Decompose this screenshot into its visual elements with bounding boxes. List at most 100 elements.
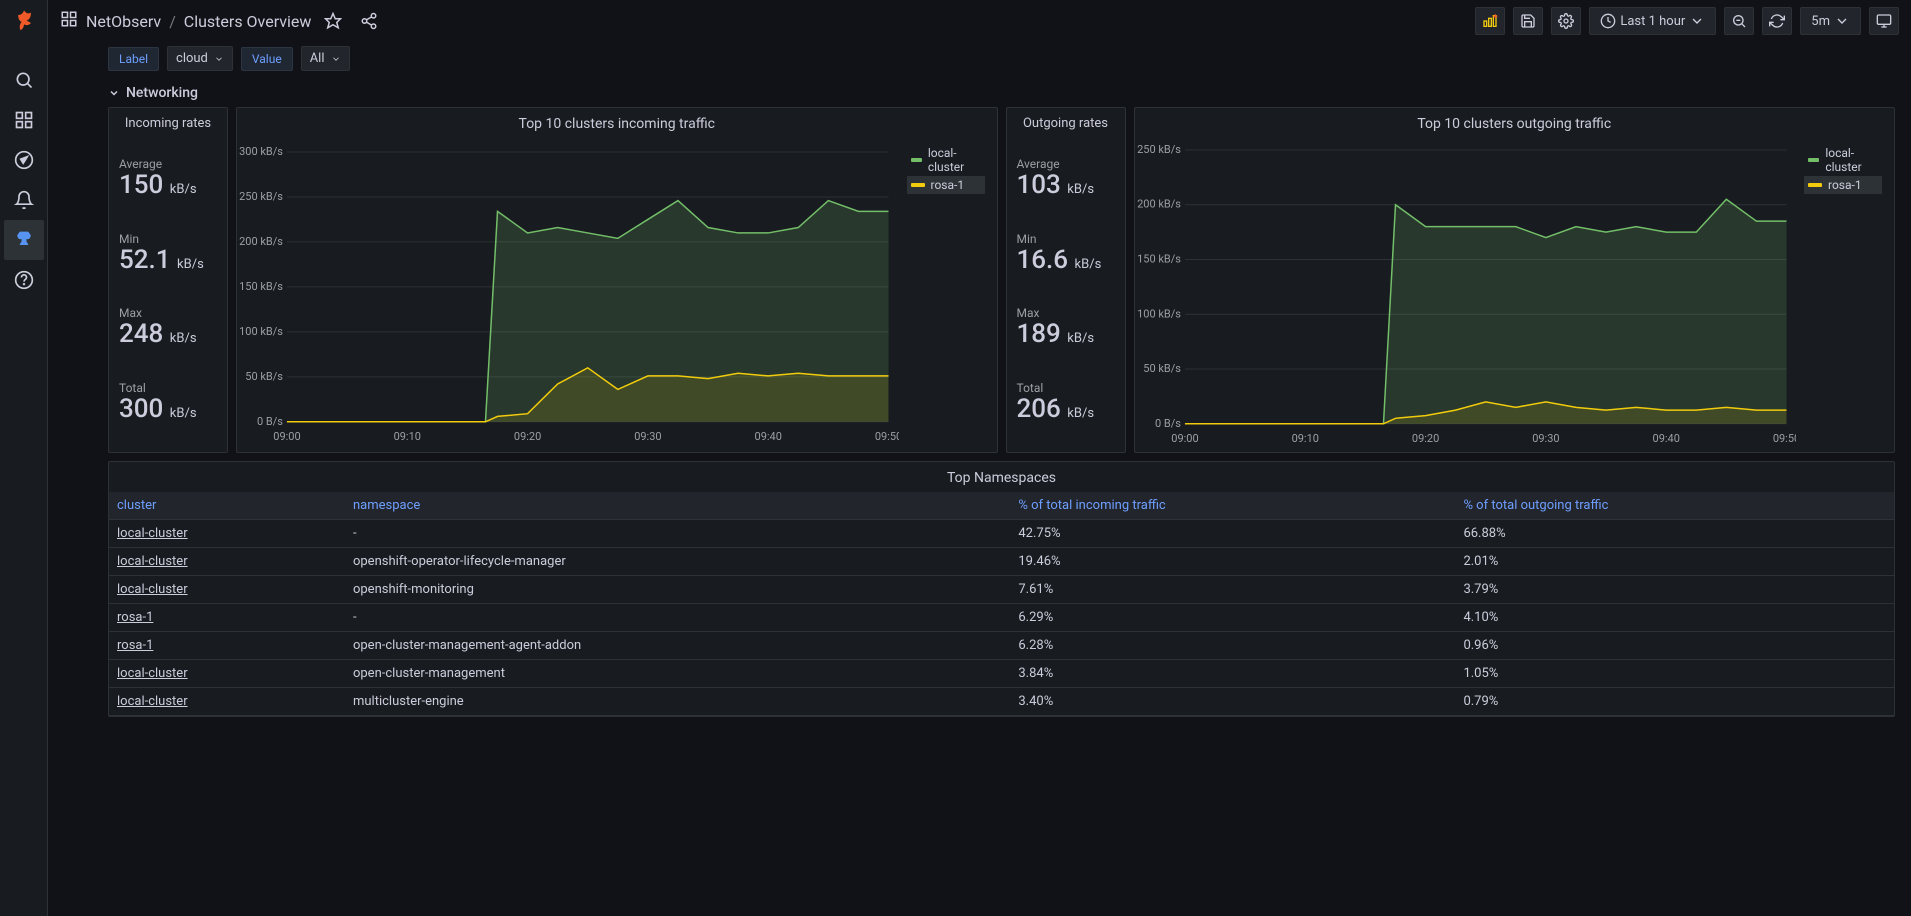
tv-mode-button[interactable]	[1869, 7, 1899, 35]
table-header[interactable]: % of total outgoing traffic	[1455, 492, 1894, 520]
cluster-link[interactable]: local-cluster	[117, 526, 188, 541]
svg-text:0 B/s: 0 B/s	[1155, 417, 1181, 430]
panel-title: Top Namespaces	[109, 462, 1894, 492]
legend-item[interactable]: local-cluster	[1804, 144, 1882, 176]
svg-text:250 kB/s: 250 kB/s	[239, 190, 283, 203]
svg-text:09:40: 09:40	[1652, 432, 1679, 445]
refresh-interval-label: 5m	[1811, 14, 1830, 29]
svg-text:09:10: 09:10	[1291, 432, 1318, 445]
svg-text:200 kB/s: 200 kB/s	[1137, 198, 1181, 211]
breadcrumb-title: Clusters Overview	[184, 12, 312, 31]
svg-text:200 kB/s: 200 kB/s	[239, 235, 283, 248]
cluster-link[interactable]: local-cluster	[117, 582, 188, 597]
svg-text:09:10: 09:10	[394, 430, 421, 443]
svg-text:150 kB/s: 150 kB/s	[239, 280, 283, 293]
share-button[interactable]	[355, 7, 383, 35]
row-header-networking[interactable]: Networking	[108, 79, 1895, 107]
panel-title: Incoming rates	[109, 108, 227, 135]
favorite-button[interactable]	[319, 7, 347, 35]
topbar: NetObserv / Clusters Overview L	[48, 0, 1911, 42]
cluster-link[interactable]: local-cluster	[117, 554, 188, 569]
stat-item: Min52.1 kB/s	[119, 232, 217, 275]
panel-title: Top 10 clusters incoming traffic	[237, 108, 997, 136]
stat-item: Max189 kB/s	[1017, 306, 1115, 349]
table-row: rosa-1-6.29%4.10%	[109, 603, 1894, 631]
refresh-button[interactable]	[1762, 7, 1792, 35]
panel-incoming-stats: Incoming rates Average150 kB/s Min52.1 kB…	[108, 107, 228, 453]
zoom-out-button[interactable]	[1724, 7, 1754, 35]
svg-text:09:20: 09:20	[1411, 432, 1438, 445]
stats-body: Average150 kB/s Min52.1 kB/s Max248 kB/s To…	[109, 135, 227, 452]
legend-item[interactable]: rosa-1	[907, 176, 985, 194]
var-value-label: Value	[241, 47, 293, 71]
breadcrumb-folder[interactable]: NetObserv	[86, 12, 161, 31]
save-button[interactable]	[1513, 7, 1543, 35]
svg-text:100 kB/s: 100 kB/s	[1137, 307, 1181, 320]
dashboard-list-icon[interactable]	[60, 10, 78, 32]
stat-item: Average103 kB/s	[1017, 157, 1115, 200]
table-row: local-clusteropenshift-monitoring7.61%3.…	[109, 575, 1894, 603]
dashboards-icon[interactable]	[4, 100, 44, 140]
stat-item: Average150 kB/s	[119, 157, 217, 200]
cluster-link[interactable]: local-cluster	[117, 666, 188, 681]
table-row: rosa-1open-cluster-management-agent-addo…	[109, 631, 1894, 659]
var-label-select[interactable]: cloud	[167, 46, 233, 71]
variable-row: Label cloud Value All	[48, 42, 1911, 79]
panel-outgoing-stats: Outgoing rates Average103 kB/sMin16.6 kB…	[1006, 107, 1126, 453]
table-row: local-clustermulticluster-engine3.40%0.7…	[109, 687, 1894, 715]
alerting-icon[interactable]	[4, 180, 44, 220]
svg-text:09:40: 09:40	[755, 430, 782, 443]
breadcrumb: NetObserv / Clusters Overview	[60, 10, 311, 32]
connections-icon[interactable]	[4, 220, 44, 260]
svg-text:09:20: 09:20	[514, 430, 541, 443]
chart-legend: local-clusterrosa-1	[899, 140, 989, 448]
table-header[interactable]: namespace	[345, 492, 1010, 520]
panel-title: Top 10 clusters outgoing traffic	[1135, 108, 1895, 136]
table-row: local-cluster-42.75%66.88%	[109, 519, 1894, 547]
cluster-link[interactable]: rosa-1	[117, 610, 153, 625]
legend-item[interactable]: rosa-1	[1804, 176, 1882, 194]
svg-text:150 kB/s: 150 kB/s	[1137, 253, 1181, 266]
stat-item: Total206 kB/s	[1017, 381, 1115, 424]
panel-incoming-chart: Top 10 clusters incoming traffic 300 kB/…	[236, 107, 998, 453]
row-title: Networking	[126, 85, 198, 101]
namespaces-table: clusternamespace% of total incoming traf…	[109, 492, 1894, 716]
chart-area[interactable]: 250 kB/s200 kB/s150 kB/s100 kB/s50 kB/s0…	[1135, 140, 1797, 448]
settings-button[interactable]	[1551, 7, 1581, 35]
svg-text:09:30: 09:30	[634, 430, 661, 443]
legend-item[interactable]: local-cluster	[907, 144, 985, 176]
time-range-label: Last 1 hour	[1620, 14, 1685, 29]
svg-text:0 B/s: 0 B/s	[257, 415, 283, 428]
svg-text:100 kB/s: 100 kB/s	[239, 325, 283, 338]
cluster-link[interactable]: local-cluster	[117, 694, 188, 709]
cluster-link[interactable]: rosa-1	[117, 638, 153, 653]
table-row: local-clusteropen-cluster-management3.84…	[109, 659, 1894, 687]
stat-item: Max248 kB/s	[119, 306, 217, 349]
stats-body: Average103 kB/sMin16.6 kB/sMax189 kB/sTo…	[1007, 135, 1125, 452]
time-range-picker[interactable]: Last 1 hour	[1589, 7, 1716, 35]
var-value-select[interactable]: All	[301, 46, 350, 71]
help-icon[interactable]	[4, 260, 44, 300]
refresh-interval-picker[interactable]: 5m	[1800, 7, 1861, 35]
table-row: local-clusteropenshift-operator-lifecycl…	[109, 547, 1894, 575]
panel-outgoing-chart: Top 10 clusters outgoing traffic 250 kB/…	[1134, 107, 1896, 453]
svg-text:250 kB/s: 250 kB/s	[1137, 143, 1181, 156]
stat-item: Total300 kB/s	[119, 381, 217, 424]
chart-area[interactable]: 300 kB/s 250 kB/s 200 kB/s 150 kB/s 100 kB/s…	[237, 140, 899, 448]
grafana-logo[interactable]	[10, 8, 38, 36]
panel-title: Outgoing rates	[1007, 108, 1125, 135]
svg-text:300 kB/s: 300 kB/s	[239, 145, 283, 158]
svg-text:09:50: 09:50	[1772, 432, 1796, 445]
sidebar	[0, 0, 48, 916]
panel-table: Top Namespaces clusternamespace% of tota…	[108, 461, 1895, 717]
svg-text:09:00: 09:00	[273, 430, 300, 443]
explore-icon[interactable]	[4, 140, 44, 180]
table-header[interactable]: % of total incoming traffic	[1010, 492, 1455, 520]
var-label-label: Label	[108, 47, 159, 71]
add-panel-button[interactable]	[1475, 7, 1505, 35]
svg-text:09:30: 09:30	[1532, 432, 1559, 445]
search-icon[interactable]	[4, 60, 44, 100]
svg-text:50 kB/s: 50 kB/s	[245, 370, 283, 383]
breadcrumb-separator: /	[169, 12, 176, 31]
table-header[interactable]: cluster	[109, 492, 345, 520]
